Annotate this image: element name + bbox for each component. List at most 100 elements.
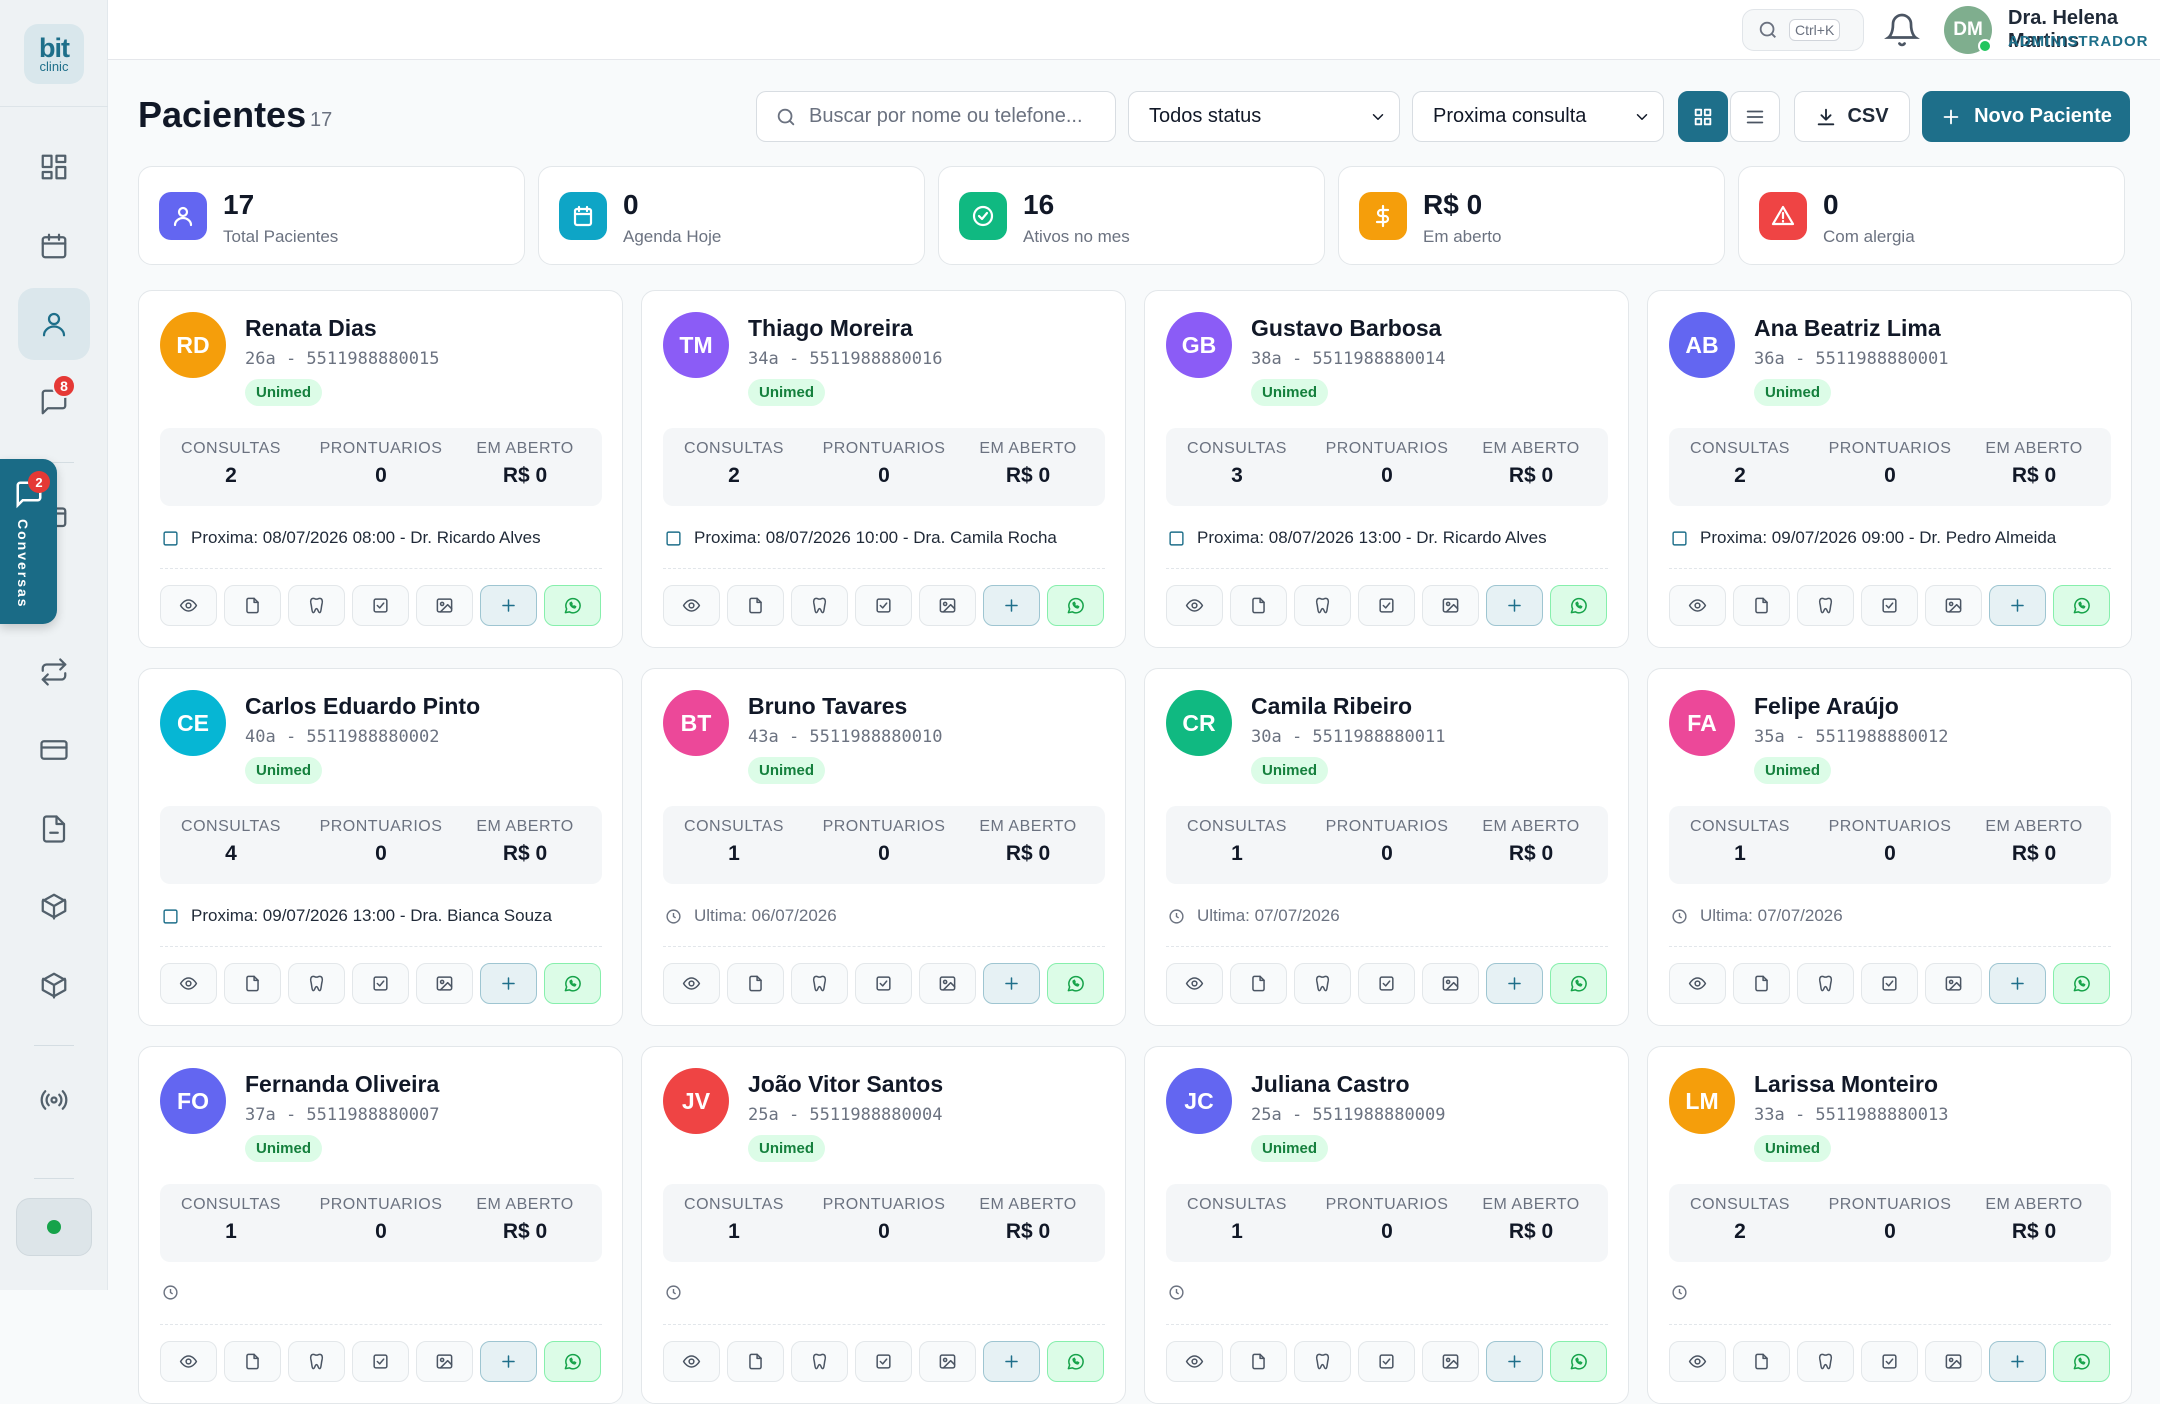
patient-name[interactable]: Thiago Moreira	[748, 315, 913, 341]
bell-icon[interactable]	[1884, 12, 1920, 48]
user-name[interactable]: Dra. Helena Martins	[2008, 7, 2119, 52]
whatsapp-button[interactable]	[544, 963, 601, 1004]
images-button[interactable]	[1422, 585, 1479, 626]
patient-name[interactable]: Felipe Araújo	[1754, 693, 1899, 719]
tasks-button[interactable]	[1861, 585, 1918, 626]
sort-select[interactable]: Proxima consulta	[1412, 91, 1664, 142]
add-appointment-button[interactable]	[1486, 1341, 1543, 1382]
dental-chart-button[interactable]	[288, 585, 345, 626]
nav-dashboard[interactable]	[18, 131, 90, 203]
view-patient-button[interactable]	[663, 1341, 720, 1382]
records-button[interactable]	[727, 963, 784, 1004]
view-patient-button[interactable]	[160, 1341, 217, 1382]
records-button[interactable]	[1230, 963, 1287, 1004]
tasks-button[interactable]	[352, 585, 409, 626]
add-appointment-button[interactable]	[983, 963, 1040, 1004]
records-button[interactable]	[224, 1341, 281, 1382]
whatsapp-button[interactable]	[544, 1341, 601, 1382]
records-button[interactable]	[727, 1341, 784, 1382]
records-button[interactable]	[224, 963, 281, 1004]
records-button[interactable]	[1230, 1341, 1287, 1382]
whatsapp-button[interactable]	[2053, 585, 2110, 626]
export-csv-button[interactable]: CSV	[1794, 91, 1910, 142]
add-appointment-button[interactable]	[1486, 585, 1543, 626]
view-patient-button[interactable]	[1669, 963, 1726, 1004]
whatsapp-button[interactable]	[1047, 963, 1104, 1004]
records-button[interactable]	[224, 585, 281, 626]
tasks-button[interactable]	[855, 1341, 912, 1382]
patient-card[interactable]: RD Renata Dias 26a - 5511988880015 Unime…	[138, 290, 623, 648]
patient-card[interactable]: GB Gustavo Barbosa 38a - 5511988880014 U…	[1144, 290, 1629, 648]
dental-chart-button[interactable]	[1797, 585, 1854, 626]
patient-name[interactable]: Camila Ribeiro	[1251, 693, 1413, 719]
dental-chart-button[interactable]	[1797, 1341, 1854, 1382]
add-appointment-button[interactable]	[983, 1341, 1040, 1382]
tasks-button[interactable]	[352, 963, 409, 1004]
add-appointment-button[interactable]	[983, 585, 1040, 626]
dental-chart-button[interactable]	[1294, 585, 1351, 626]
patient-card[interactable]: JV João Vitor Santos 25a - 5511988880004…	[641, 1046, 1126, 1404]
patient-card[interactable]: JC Juliana Castro 25a - 5511988880009 Un…	[1144, 1046, 1629, 1404]
dental-chart-button[interactable]	[1294, 1341, 1351, 1382]
patient-name[interactable]: João Vitor Santos	[748, 1071, 944, 1097]
view-patient-button[interactable]	[1669, 585, 1726, 626]
records-button[interactable]	[1733, 963, 1790, 1004]
nav-pacientes[interactable]	[18, 288, 90, 360]
view-patient-button[interactable]	[663, 963, 720, 1004]
images-button[interactable]	[1925, 1341, 1982, 1382]
add-appointment-button[interactable]	[480, 963, 537, 1004]
tasks-button[interactable]	[1861, 1341, 1918, 1382]
nav-estoque[interactable]	[18, 870, 90, 942]
images-button[interactable]	[416, 585, 473, 626]
dental-chart-button[interactable]	[791, 585, 848, 626]
patient-card[interactable]: AB Ana Beatriz Lima 36a - 5511988880001 …	[1647, 290, 2132, 648]
patient-card[interactable]: CE Carlos Eduardo Pinto 40a - 5511988880…	[138, 668, 623, 1026]
list-view-button[interactable]	[1730, 91, 1780, 142]
whatsapp-button[interactable]	[2053, 963, 2110, 1004]
patient-name[interactable]: Gustavo Barbosa	[1251, 315, 1442, 341]
images-button[interactable]	[416, 1341, 473, 1382]
connection-status[interactable]	[16, 1198, 92, 1256]
whatsapp-button[interactable]	[544, 585, 601, 626]
patient-card[interactable]: FO Fernanda Oliveira 37a - 5511988880007…	[138, 1046, 623, 1404]
records-button[interactable]	[727, 585, 784, 626]
add-appointment-button[interactable]	[1989, 963, 2046, 1004]
images-button[interactable]	[919, 1341, 976, 1382]
patient-name[interactable]: Bruno Tavares	[748, 693, 908, 719]
nav-mensagens[interactable]: 8	[18, 366, 90, 438]
patient-name[interactable]: Fernanda Oliveira	[245, 1071, 440, 1097]
patient-card[interactable]: FA Felipe Araújo 35a - 5511988880012 Uni…	[1647, 668, 2132, 1026]
dental-chart-button[interactable]	[288, 963, 345, 1004]
view-patient-button[interactable]	[1166, 963, 1223, 1004]
tasks-button[interactable]	[1861, 963, 1918, 1004]
whatsapp-button[interactable]	[1550, 963, 1607, 1004]
add-appointment-button[interactable]	[1989, 1341, 2046, 1382]
view-patient-button[interactable]	[1166, 1341, 1223, 1382]
add-appointment-button[interactable]	[480, 585, 537, 626]
add-appointment-button[interactable]	[1486, 963, 1543, 1004]
patient-card[interactable]: LM Larissa Monteiro 33a - 5511988880013 …	[1647, 1046, 2132, 1404]
patient-name[interactable]: Ana Beatriz Lima	[1754, 315, 1941, 341]
add-appointment-button[interactable]	[1989, 585, 2046, 626]
grid-view-button[interactable]	[1678, 91, 1728, 142]
images-button[interactable]	[919, 585, 976, 626]
nav-documentos[interactable]	[18, 793, 90, 865]
whatsapp-button[interactable]	[1047, 585, 1104, 626]
patient-card[interactable]: TM Thiago Moreira 34a - 5511988880016 Un…	[641, 290, 1126, 648]
conversas-tab[interactable]: 2 Conversas	[0, 459, 57, 624]
patient-name[interactable]: Juliana Castro	[1251, 1071, 1410, 1097]
whatsapp-button[interactable]	[2053, 1341, 2110, 1382]
whatsapp-button[interactable]	[1550, 1341, 1607, 1382]
nav-agenda[interactable]	[18, 210, 90, 282]
dental-chart-button[interactable]	[1797, 963, 1854, 1004]
nav-integracoes[interactable]	[18, 1064, 90, 1136]
dental-chart-button[interactable]	[1294, 963, 1351, 1004]
nav-pagamentos[interactable]	[18, 714, 90, 786]
tasks-button[interactable]	[352, 1341, 409, 1382]
dental-chart-button[interactable]	[791, 963, 848, 1004]
global-search-button[interactable]: Ctrl+K	[1742, 9, 1864, 51]
search-input[interactable]: Buscar por nome ou telefone...	[756, 91, 1116, 142]
tasks-button[interactable]	[1358, 1341, 1415, 1382]
bit-clinic-logo[interactable]: bit clinic	[24, 24, 84, 84]
avatar[interactable]: DM	[1944, 6, 1992, 54]
